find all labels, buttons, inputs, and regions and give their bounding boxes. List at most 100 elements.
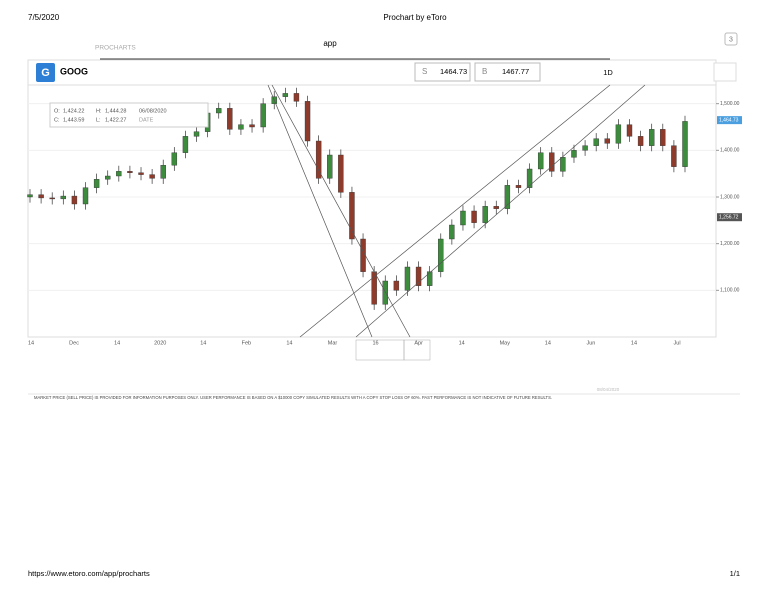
price-marker-label: 1,256.72: [719, 215, 739, 221]
candle-body: [404, 266, 411, 291]
drawing-handle[interactable]: [355, 339, 405, 361]
info-label: L:: [96, 117, 101, 123]
print-date: 7/5/2020: [28, 13, 60, 22]
candle-body: [60, 195, 67, 200]
candle-body: [227, 108, 233, 130]
toolbar: [27, 59, 717, 86]
candle-body: [49, 197, 55, 200]
sell-box[interactable]: [414, 62, 471, 82]
candle-body: [493, 206, 499, 209]
candle-body: [27, 194, 33, 198]
symbol[interactable]: GOOG: [60, 66, 88, 76]
info-value: 1,422.27: [105, 117, 126, 123]
x-tick-label: 14: [459, 340, 465, 346]
x-tick-label: 14: [200, 340, 206, 346]
candle-body: [160, 165, 166, 179]
candle-body: [515, 185, 522, 188]
price-marker: [717, 213, 742, 222]
candle-body: [582, 145, 588, 151]
candle-body: [671, 145, 677, 167]
candle-body: [315, 140, 322, 179]
candle-body: [426, 271, 433, 286]
x-tick-label: 14: [114, 340, 120, 346]
candle-body: [526, 168, 533, 188]
candle-body: [360, 238, 366, 272]
trend-line: [299, 84, 611, 338]
candle-body: [349, 192, 355, 240]
candle-body: [438, 238, 444, 272]
trend-line: [271, 84, 411, 338]
x-tick-label: Mar: [328, 340, 338, 346]
x-tick-label: Dec: [69, 340, 79, 346]
x-tick-label: 14: [286, 340, 292, 346]
candle-body: [504, 185, 511, 209]
candle-body: [615, 124, 622, 144]
buy-label[interactable]: B: [482, 67, 487, 76]
page-icon-box[interactable]: [724, 32, 738, 46]
x-tick-label: 14: [631, 340, 637, 346]
toolbar-button[interactable]: [713, 62, 737, 82]
y-tick-label: 1,200.00: [720, 241, 740, 247]
candle-body: [149, 174, 155, 179]
x-tick-label: Feb: [242, 340, 251, 346]
x-tick-label: 14: [545, 340, 551, 346]
candle-body: [116, 171, 122, 177]
logo-box[interactable]: [36, 63, 55, 82]
page-icon[interactable]: 3: [729, 36, 733, 43]
info-value: 1,443.59: [63, 117, 84, 123]
candle-body: [282, 93, 289, 97]
x-tick-label: 2020: [154, 340, 166, 346]
candle-body: [327, 154, 333, 179]
y-tick-label: 1,300.00: [720, 194, 740, 200]
candle-body: [127, 171, 133, 173]
sell-price[interactable]: 1464.73: [440, 67, 467, 76]
candle-body: [304, 101, 311, 142]
info-label: C:: [54, 117, 60, 123]
candle-body: [260, 103, 266, 128]
candle-body: [415, 266, 422, 286]
candle-body: [537, 152, 544, 170]
candle-body: [637, 136, 644, 146]
candle-body: [193, 131, 200, 137]
url: https://www.etoro.com/app/procharts: [28, 569, 150, 578]
x-tick-label: Apr: [414, 340, 423, 346]
interval[interactable]: 1D: [603, 68, 613, 77]
info-label: DATE: [139, 117, 154, 123]
sell-label[interactable]: S: [422, 67, 427, 76]
candle-body: [93, 179, 100, 188]
y-tick-label: 1,400.00: [720, 148, 740, 154]
app-label: app: [323, 39, 337, 48]
candle-body: [449, 224, 455, 240]
y-tick-label: 1,100.00: [720, 288, 740, 294]
candle-body: [560, 157, 566, 172]
candle-body: [682, 121, 688, 167]
drawing-handle[interactable]: [403, 339, 431, 361]
candle-body: [338, 154, 344, 193]
candle-body: [105, 175, 111, 180]
info-value: 06/08/2020: [139, 108, 167, 114]
buy-box[interactable]: [474, 62, 541, 82]
candle-body: [82, 187, 89, 205]
price-marker-label: 1,464.73: [719, 117, 739, 123]
buy-price[interactable]: 1467.77: [502, 67, 529, 76]
candle-body: [38, 194, 44, 199]
info-label: H:: [96, 108, 102, 114]
stamp: 08/04/2020: [597, 387, 620, 392]
logo[interactable]: G: [41, 67, 50, 79]
candle-body: [249, 124, 255, 128]
info-value: 1,424.22: [63, 108, 84, 114]
candle-body: [648, 129, 655, 146]
trend-line: [355, 84, 646, 338]
candle-body: [626, 124, 633, 137]
x-tick-label: 16: [372, 340, 378, 346]
price-marker: [717, 116, 742, 125]
candle-body: [171, 152, 178, 166]
ohlc-box: [49, 102, 209, 128]
candle-body: [293, 93, 300, 102]
candle-body: [471, 210, 477, 223]
candle-body: [604, 138, 610, 144]
x-tick-label: 14: [28, 340, 34, 346]
candle-body: [593, 138, 599, 146]
info-label: O:: [54, 108, 60, 114]
